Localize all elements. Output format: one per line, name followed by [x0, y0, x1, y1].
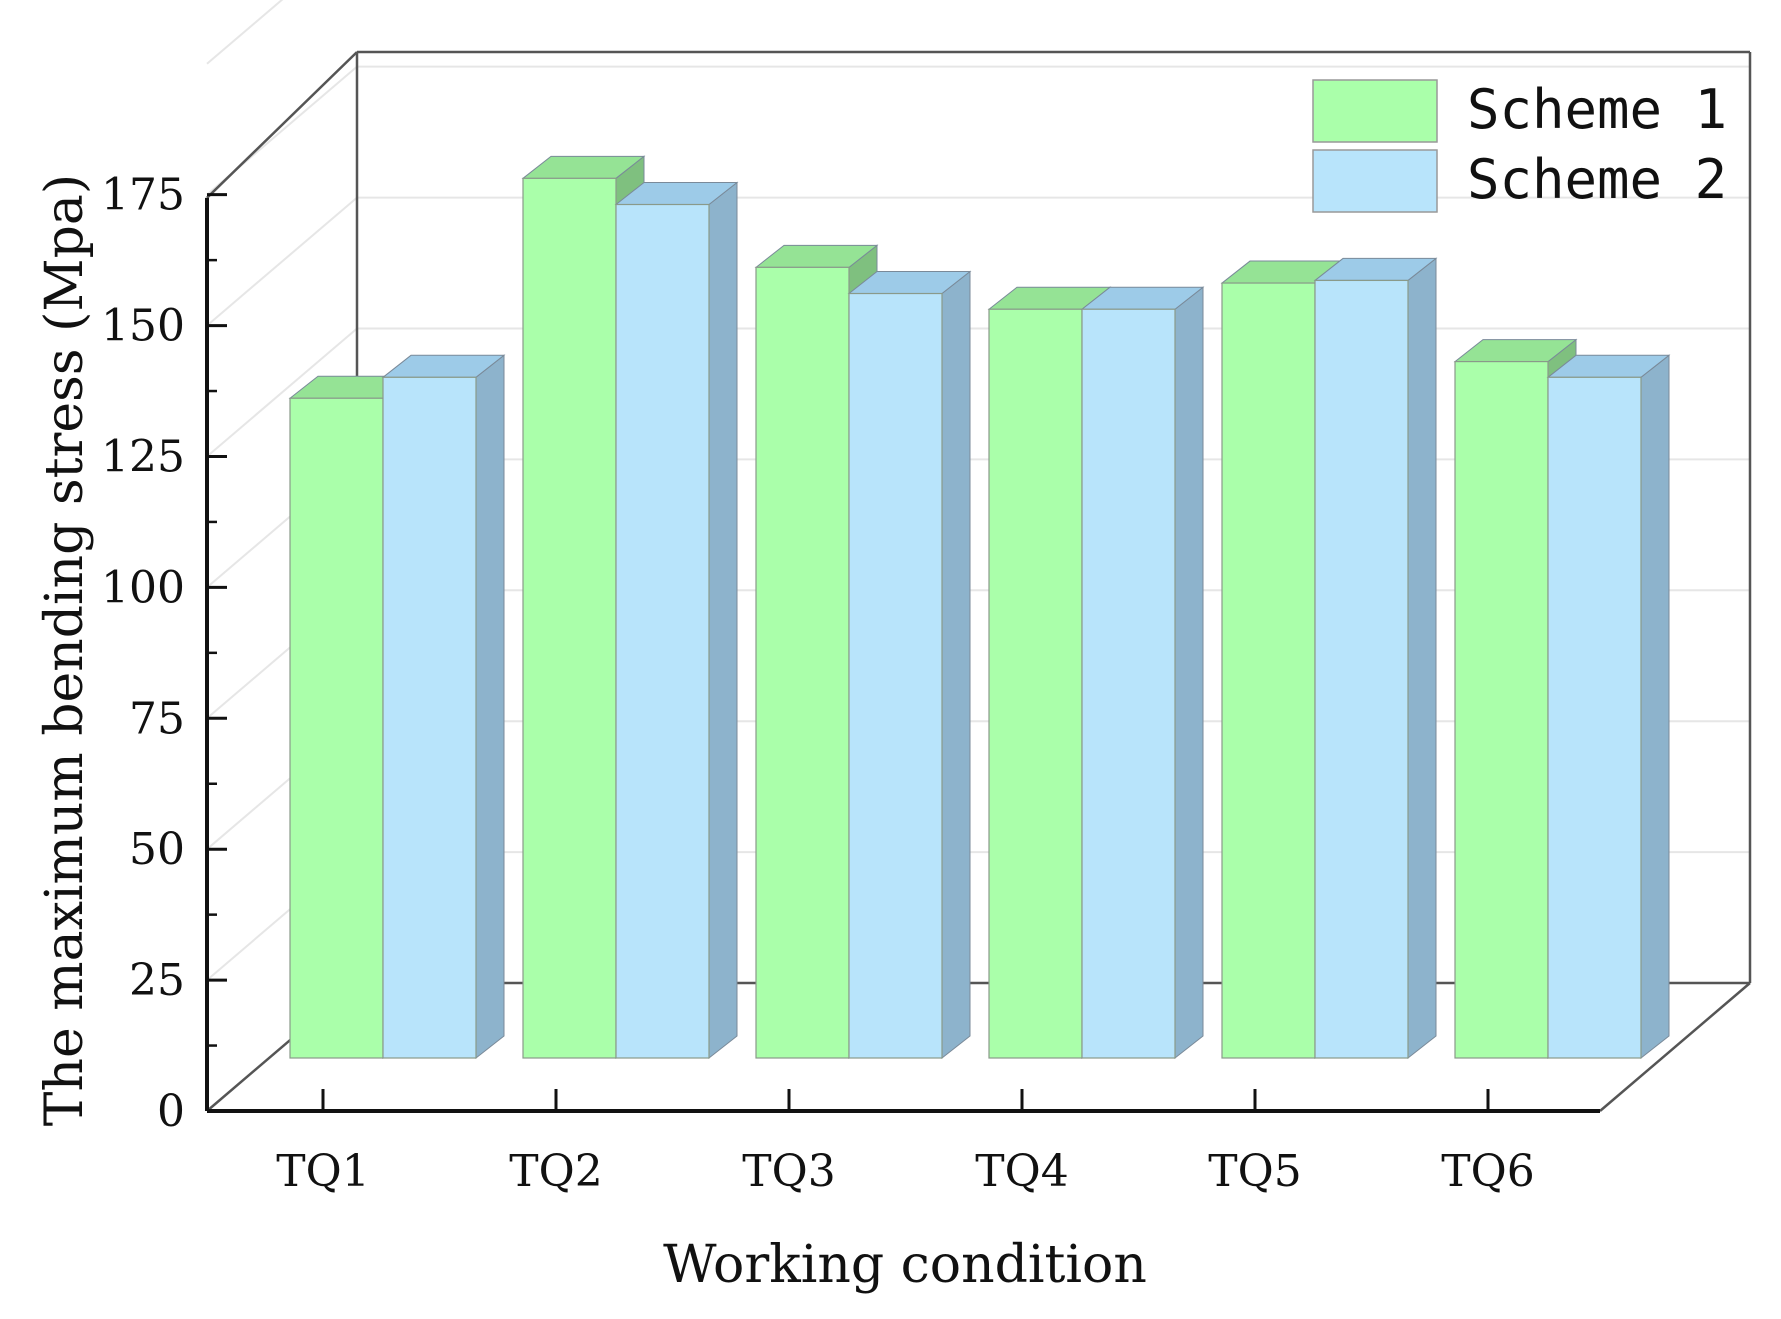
bar-scheme-2-tq1 [381, 354, 506, 1060]
legend-swatch [1312, 79, 1438, 143]
bar-scheme-2-tq2 [614, 181, 739, 1060]
legend-label: Scheme 1 [1467, 78, 1727, 141]
x-tick-label: TQ4 [975, 1146, 1068, 1197]
bar-scheme-1-tq6-front [1454, 360, 1549, 1059]
y-tick-label: 100 [101, 562, 185, 613]
grid-line-side [206, 196, 358, 327]
grid-line-side [206, 0, 284, 65]
side-top-edge [206, 51, 358, 199]
y-tick-label: 150 [101, 301, 185, 352]
x-tick-label: TQ5 [1208, 1146, 1301, 1197]
legend: Scheme 1 Scheme 2 [1312, 78, 1727, 213]
bars-layer [288, 155, 1671, 1060]
bar-scheme-2-tq6-front [1547, 376, 1642, 1059]
legend-item-2: Scheme 2 [1312, 148, 1727, 213]
bar-scheme-2-tq6 [1546, 354, 1671, 1060]
bar-scheme-1-tq5-front [1221, 282, 1316, 1059]
y-axis-title: The maximum bending stress (Mpa) [35, 174, 95, 1126]
bar-scheme-2-tq4 [1080, 286, 1205, 1060]
bar-scheme-2-tq5-front [1314, 279, 1409, 1059]
legend-swatch [1312, 149, 1438, 213]
y-tick-label: 175 [101, 170, 185, 221]
y-tick-label: 50 [129, 824, 185, 875]
bar-scheme-2-tq4-side [1174, 286, 1204, 1060]
bar-scheme-2-tq3-side [941, 270, 971, 1060]
bar-scheme-2-tq5 [1313, 257, 1438, 1060]
grid-line-side [206, 327, 358, 458]
bar-scheme-2-tq1-front [382, 376, 477, 1059]
right-floor-edge [1599, 982, 1751, 1112]
bar-scheme-2-tq3 [847, 270, 972, 1060]
bar-scheme-1-tq1-front [289, 397, 384, 1059]
x-tick-label: TQ6 [1441, 1146, 1534, 1197]
x-tick-label: TQ1 [276, 1146, 369, 1197]
x-axis-title: Working condition [663, 1235, 1147, 1295]
y-ticks-layer: 0 25 50 75 100 125 150 175 [101, 170, 1600, 1137]
legend-label: Scheme 2 [1467, 148, 1727, 211]
bar-scheme-1-tq2-front [522, 177, 617, 1059]
bar-scheme-2-tq2-front [615, 203, 710, 1059]
bar-scheme-2-tq4-front [1081, 308, 1176, 1059]
bar-scheme-2-tq3-front [848, 292, 943, 1059]
y-tick-label: 125 [101, 431, 185, 482]
bar-scheme-2-tq5-side [1407, 257, 1437, 1060]
x-tick-label: TQ3 [742, 1146, 835, 1197]
x-tick-label: TQ2 [509, 1146, 602, 1197]
y-tick-label: 25 [129, 955, 185, 1006]
y-tick-label: 75 [129, 693, 185, 744]
bar-scheme-2-tq1-side [475, 354, 505, 1060]
y-tick-label: 0 [157, 1086, 185, 1137]
x-categories-layer: TQ1 TQ2 TQ3 TQ4 TQ5 TQ6 [276, 1089, 1535, 1197]
bar-scheme-1-tq4-front [988, 308, 1083, 1059]
legend-item-1: Scheme 1 [1312, 78, 1727, 143]
bar-scheme-2-tq2-side [708, 181, 738, 1060]
bar-scheme-1-tq3-front [755, 266, 850, 1059]
bar-scheme-2-tq6-side [1640, 354, 1670, 1060]
